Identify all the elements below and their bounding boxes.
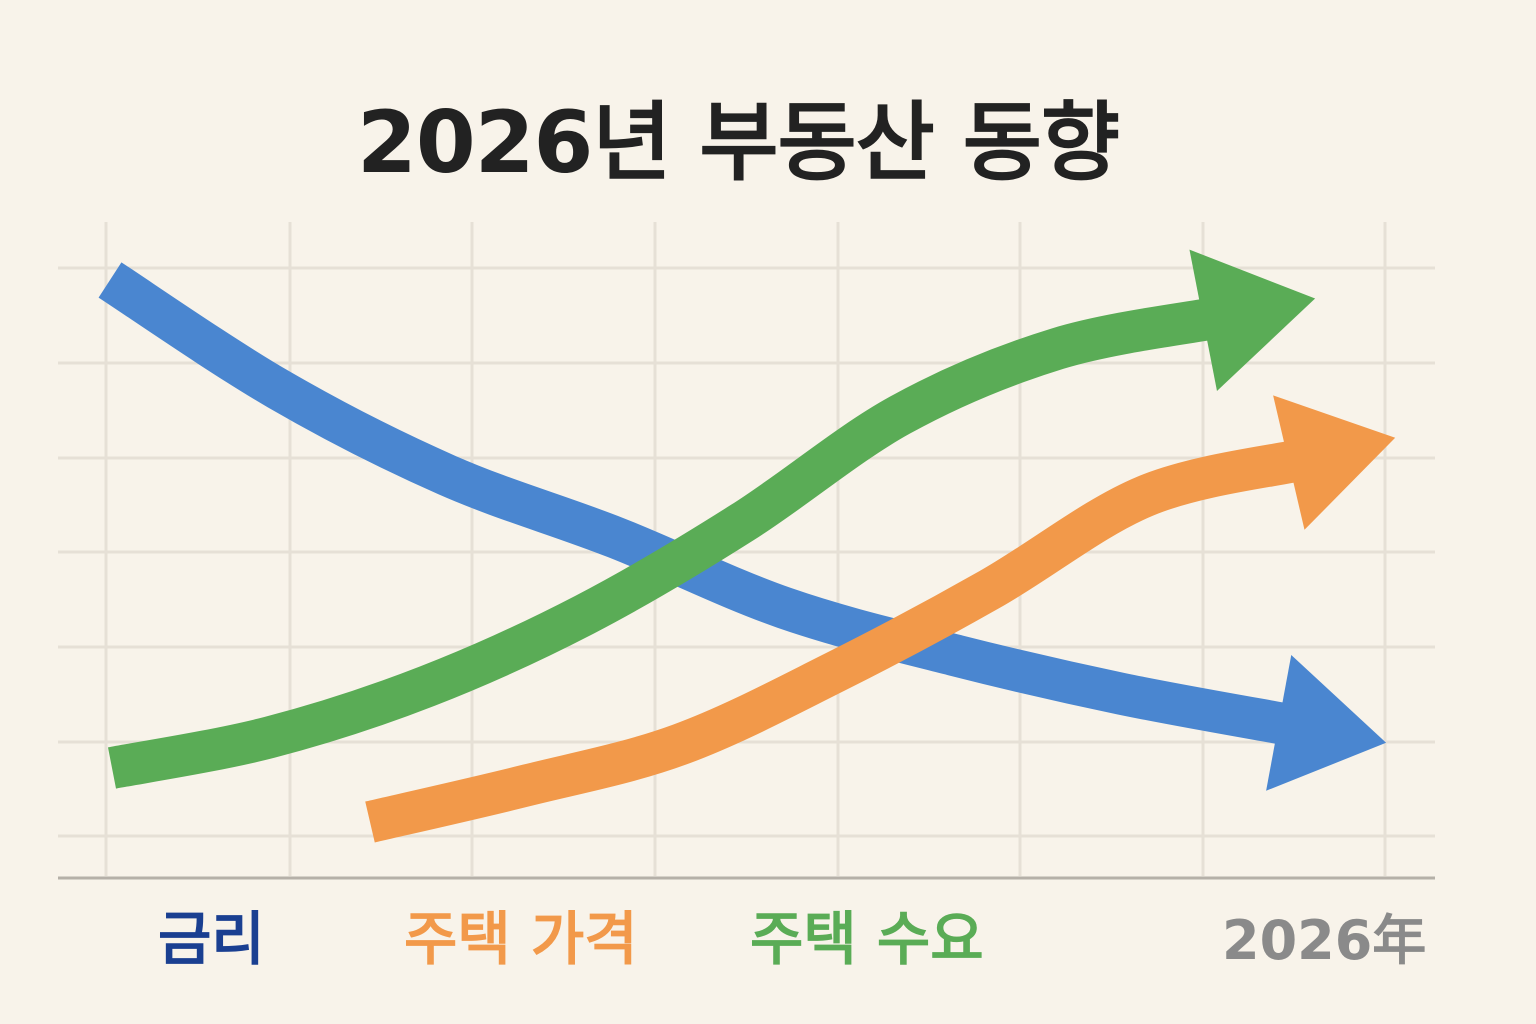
series-arrowhead-1 [1273,395,1396,530]
series-arrowhead-0 [1266,655,1387,791]
series-line-1 [365,439,1305,843]
x-tick-label-2026: 2026年 [1222,909,1427,972]
series-arrowhead-2 [1189,249,1316,391]
legend-label-interest-rate: 금리 [158,905,265,973]
legend-label-house-price: 주택 가격 [404,905,638,973]
series-arrows [98,249,1396,843]
legend-label-house-demand: 주택 수요 [750,905,984,973]
series-1-arrow [365,395,1396,843]
series-2-arrow [107,249,1316,789]
series-line-2 [107,297,1220,789]
chart-title: 2026년 부동산 동향 [357,93,1120,193]
